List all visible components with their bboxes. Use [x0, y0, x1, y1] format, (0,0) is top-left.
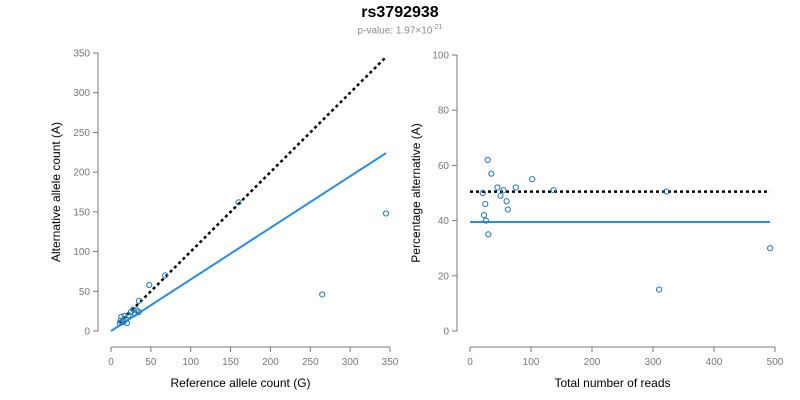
right-x-tick-label: 300 [645, 357, 662, 368]
right-y-axis-title: Percentage alternative (A) [409, 123, 423, 262]
right-data-point [500, 187, 507, 194]
left-data-point [130, 306, 137, 313]
right-x-tick-label: 500 [767, 357, 784, 368]
left-data-point [135, 297, 142, 304]
right-x-axis-title: Total number of reads [554, 376, 670, 390]
left-x-tick-label: 300 [342, 357, 359, 368]
pvalue-text: p-value: 1.97×10 [357, 25, 433, 37]
right-y-tick-label: 40 [438, 216, 450, 227]
left-x-tick-label: 250 [302, 357, 319, 368]
left-data-point [382, 210, 390, 217]
left-x-tick-label: 350 [382, 357, 399, 368]
right-data-point [485, 231, 492, 238]
pvalue-exponent: -21 [432, 24, 443, 31]
right-x-tick-label: 100 [523, 357, 540, 368]
left-data-point [235, 199, 242, 206]
right-y-tick-label: 100 [432, 51, 449, 62]
left-data-point [123, 319, 131, 327]
left-data-point [162, 272, 169, 279]
right-data-point [488, 170, 495, 177]
right-x-tick-label: 0 [467, 357, 473, 368]
left-x-axis-title: Reference allele count (G) [170, 376, 310, 390]
right-y-tick-label: 60 [438, 161, 450, 172]
right-data-point [479, 189, 486, 197]
left-y-tick-label: 150 [73, 207, 90, 218]
right-x-tick-label: 400 [706, 357, 723, 368]
left-expected-line [118, 56, 387, 324]
right-y-tick-label: 0 [443, 327, 449, 338]
right-data-point [767, 245, 774, 252]
left-y-tick-label: 250 [73, 128, 90, 139]
left-x-tick-label: 200 [262, 357, 279, 368]
right-data-point [512, 184, 519, 191]
right-x-tick-label: 200 [584, 357, 601, 368]
chart-subtitle-pvalue: p-value: 1.97×10-21 [0, 24, 800, 36]
left-data-point [146, 281, 153, 289]
right-data-point [550, 187, 557, 194]
left-fit-line [110, 152, 387, 332]
left-y-tick-label: 50 [79, 287, 91, 298]
left-y-tick-label: 300 [73, 88, 90, 99]
left-data-point [131, 310, 139, 317]
right-data-point [529, 176, 536, 183]
right-data-point [656, 286, 663, 293]
left-x-tick-label: 150 [222, 357, 239, 368]
right-data-point [497, 192, 504, 199]
left-y-tick-label: 100 [73, 247, 90, 258]
left-data-point [135, 308, 142, 316]
right-data-point [480, 211, 488, 219]
right-data-point [482, 200, 489, 208]
right-y-tick-label: 80 [438, 106, 450, 117]
chart-title: rs3792938 [361, 4, 439, 21]
left-x-tick-label: 100 [182, 357, 199, 368]
right-data-point [484, 156, 491, 163]
left-y-tick-label: 0 [84, 327, 90, 338]
left-y-axis-title: Alternative allele count (A) [49, 122, 63, 262]
left-data-point [122, 315, 129, 323]
left-x-tick-label: 0 [108, 357, 114, 368]
right-data-point [663, 188, 670, 195]
right-data-point [504, 206, 511, 213]
right-data-point [503, 198, 510, 205]
left-data-point [121, 312, 128, 320]
right-y-tick-label: 20 [438, 271, 450, 282]
right-data-point [494, 184, 501, 191]
right-data-point [482, 217, 489, 224]
left-x-tick-label: 50 [145, 357, 157, 368]
left-y-tick-label: 350 [73, 49, 90, 60]
left-data-point [319, 291, 326, 298]
left-y-tick-label: 200 [73, 168, 90, 179]
